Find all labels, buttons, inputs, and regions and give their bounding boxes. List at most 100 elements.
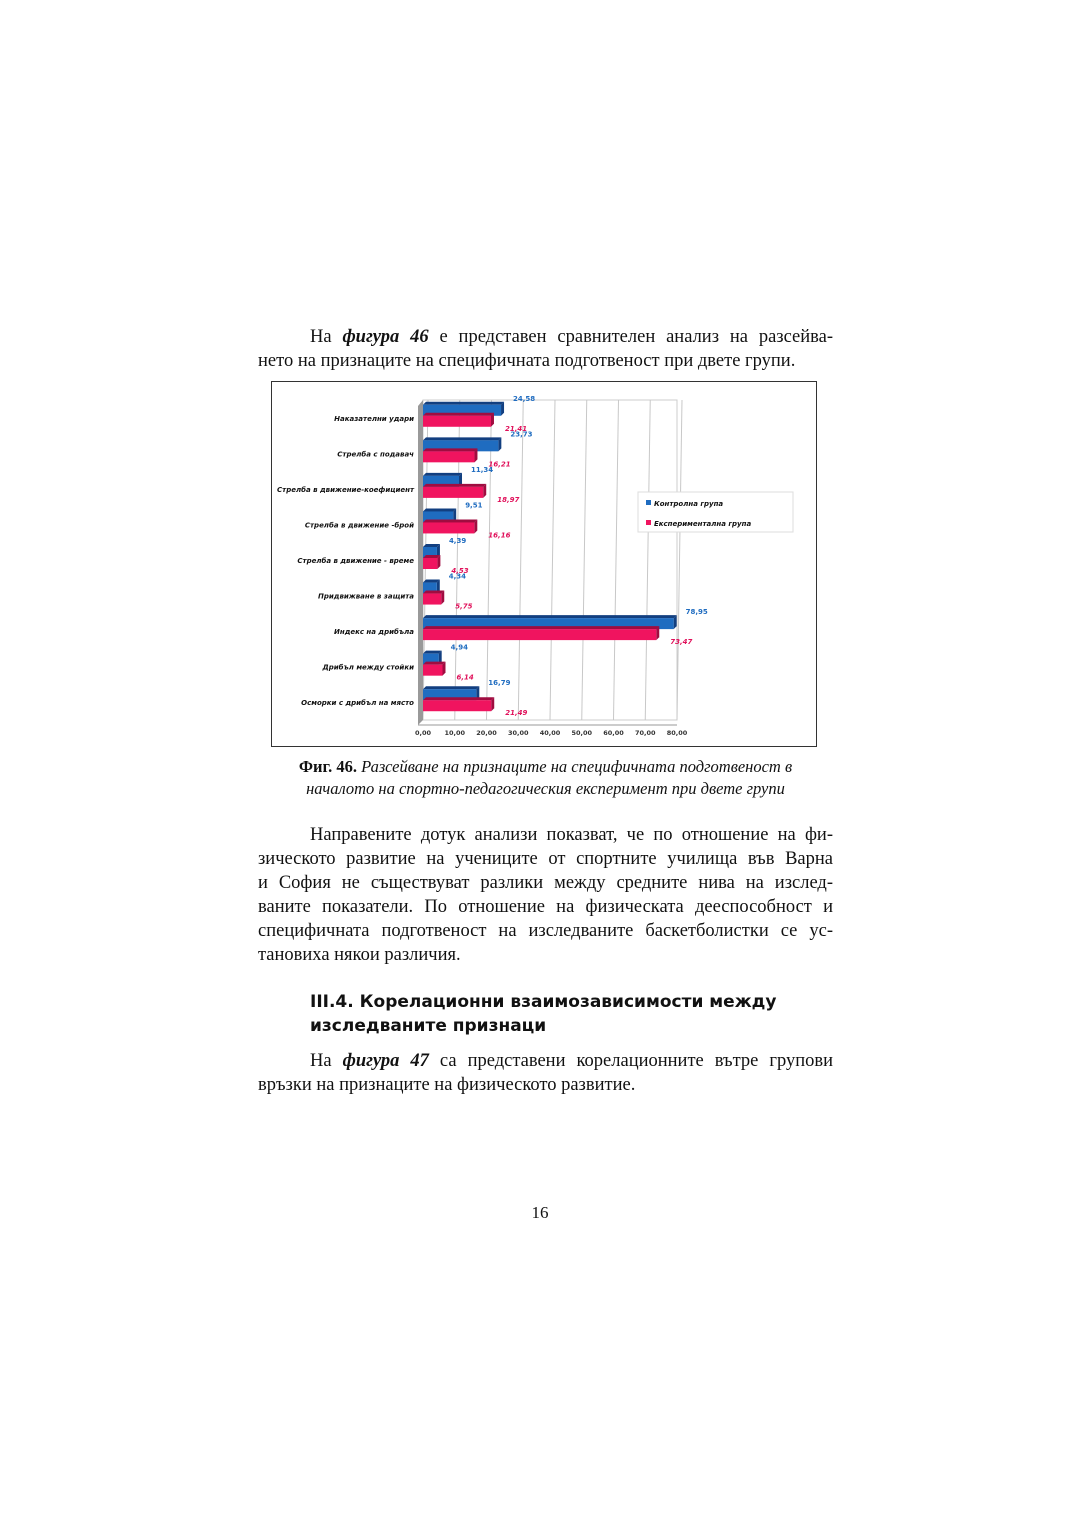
category-label: Стрелба в движение -брой — [305, 521, 414, 529]
bar-control — [423, 653, 439, 665]
x-tick-label: 10,00 — [444, 729, 465, 737]
bar-side — [453, 508, 457, 523]
x-tick-label: 0,00 — [415, 729, 432, 737]
bar-side — [490, 412, 494, 427]
bar-control — [423, 511, 454, 523]
bar-side — [442, 661, 446, 676]
data-label: 9,51 — [465, 501, 482, 509]
page-number: 16 — [531, 1203, 549, 1222]
bar-experimental — [423, 522, 475, 534]
bar-top — [423, 579, 440, 583]
legend-swatch — [646, 500, 651, 505]
figure-caption-line-1: Фиг. 46. Разсейване на признаците на спе… — [298, 757, 793, 776]
bar-experimental — [423, 593, 442, 605]
category-label: Стрелба в движение-коефициент — [277, 486, 415, 494]
bar-side — [441, 590, 445, 605]
bar-top — [423, 401, 505, 405]
category-label: Наказателни удари — [334, 415, 414, 423]
data-label: 6,14 — [456, 674, 473, 682]
bar-control — [423, 547, 437, 558]
data-label: 18,97 — [497, 496, 519, 504]
category-label: Стрелба в движение - време — [297, 557, 414, 565]
data-label: 73,47 — [670, 638, 692, 646]
data-label: 16,16 — [488, 531, 510, 539]
x-tick-label: 70,00 — [635, 729, 656, 737]
bar-top — [423, 661, 446, 665]
bar-top — [423, 412, 494, 416]
bar-experimental — [423, 700, 492, 712]
bar-side — [501, 401, 505, 416]
bar-top — [423, 555, 441, 558]
gridline — [644, 399, 651, 721]
bar-control — [423, 618, 674, 630]
category-label: Стрелба с подавач — [337, 450, 414, 458]
bar-side — [491, 697, 495, 712]
bar-top — [423, 544, 440, 547]
bar-control — [423, 404, 502, 416]
axis-side-wall — [418, 400, 423, 725]
bar-experimental — [423, 629, 657, 641]
body-para2-line-2: връзки на признаците на физическото разв… — [258, 1075, 636, 1095]
bar-top — [423, 615, 677, 619]
data-label: 4,39 — [449, 537, 466, 545]
bar-experimental — [423, 451, 475, 463]
bar-control — [423, 582, 437, 594]
bar-top — [423, 483, 487, 487]
bar-side — [438, 650, 442, 665]
bar-side — [474, 519, 478, 534]
intro-line-1: На фигура 46 е представен сравнителен ан… — [310, 327, 834, 347]
gridline — [581, 399, 588, 721]
bar-control — [423, 440, 499, 452]
body-para2-line-1: На фигура 47 са представени корелационни… — [310, 1051, 833, 1071]
data-label: 5,75 — [455, 603, 472, 611]
gridline — [613, 399, 619, 721]
gridline — [549, 399, 556, 721]
legend-swatch — [646, 520, 651, 525]
body-para-line: специфичната подготвеност на изследванит… — [258, 921, 833, 941]
data-label: 4,34 — [449, 573, 466, 581]
category-label: Индекс на дрибъла — [334, 628, 414, 636]
bar-side — [436, 579, 440, 594]
bar-experimental — [423, 664, 443, 676]
x-tick-label: 20,00 — [476, 729, 497, 737]
category-label: Осморки с дрибъл на място — [301, 699, 414, 707]
bar-side — [476, 686, 480, 701]
intro-line-2: нето на признаците на специфичната подго… — [258, 351, 796, 371]
bar-top — [423, 590, 445, 594]
bar-side — [436, 544, 440, 558]
bar-experimental — [423, 558, 438, 569]
data-label: 4,53 — [451, 567, 468, 575]
bar-top — [423, 437, 502, 441]
bar-side — [474, 448, 478, 463]
body-para-line: ваните показатели. По отношение на физич… — [258, 897, 833, 917]
bar-top — [423, 508, 457, 512]
x-tick-label: 30,00 — [508, 729, 529, 737]
data-label: 11,34 — [471, 466, 493, 474]
section-heading-line-2: изследваните признаци — [310, 1016, 547, 1036]
section-heading-line-1: III.4. Корелационни взаимозависимости ме… — [310, 992, 777, 1012]
gridline — [517, 399, 524, 721]
bar-side — [483, 483, 487, 498]
bar-top — [423, 472, 463, 476]
bar-side — [459, 472, 463, 487]
body-para-line: Направените дотук анализи показват, че п… — [310, 825, 833, 845]
bar-experimental — [423, 415, 491, 427]
gridline — [486, 399, 492, 721]
bar-side — [673, 615, 677, 630]
body-para-line: тановиха някои различия. — [258, 945, 461, 965]
x-tick-label: 80,00 — [667, 729, 688, 737]
legend — [637, 491, 794, 533]
data-label: 16,79 — [488, 679, 510, 687]
bar-side — [656, 626, 660, 641]
x-tick-label: 60,00 — [603, 729, 624, 737]
x-tick-label: 50,00 — [571, 729, 592, 737]
data-label: 21,49 — [505, 709, 527, 717]
data-label: 78,95 — [686, 608, 708, 616]
data-label: 23,73 — [510, 430, 532, 438]
body-para-line: зическото развитие на учениците от спорт… — [258, 849, 833, 869]
bar-top — [423, 697, 495, 701]
category-label: Дрибъл между стойки — [321, 664, 414, 672]
bar-top — [423, 448, 478, 452]
bar-top — [423, 626, 660, 630]
data-label: 4,94 — [451, 644, 468, 652]
